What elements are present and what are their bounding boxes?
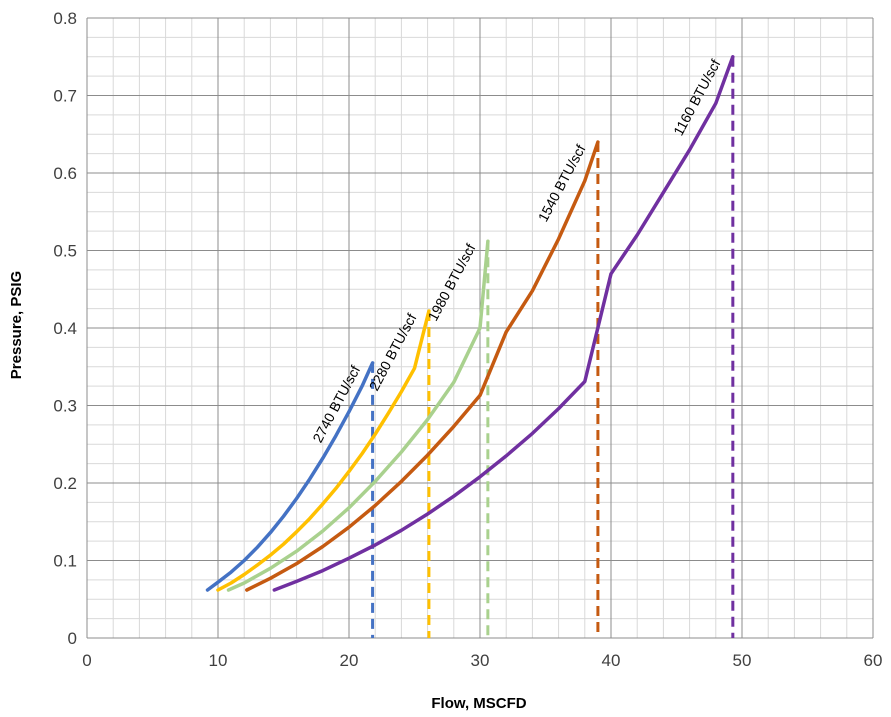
x-axis-title: Flow, MSCFD (431, 695, 526, 712)
y-axis-title: Pressure, PSIG (8, 271, 25, 379)
y-tick-label: 0 (68, 629, 77, 648)
max-flow-drop-lines (371, 56, 735, 638)
x-tick-label: 20 (340, 651, 359, 670)
x-tick-label: 60 (864, 651, 883, 670)
y-tick-label: 0.6 (53, 164, 77, 183)
series-label-2: 1980 BTU/scf (425, 241, 479, 323)
major-gridlines (86, 17, 874, 639)
series-label-1: 2280 BTU/scf (366, 311, 420, 393)
y-tick-label: 0.8 (53, 9, 77, 28)
x-tick-label: 40 (602, 651, 621, 670)
x-tick-label: 10 (209, 651, 228, 670)
y-tick-label: 0.1 (53, 552, 77, 571)
x-tick-label: 50 (733, 651, 752, 670)
y-tick-label: 0.4 (53, 319, 77, 338)
series-lines (205, 55, 735, 592)
series-line-4 (272, 55, 735, 592)
y-tick-label: 0.3 (53, 397, 77, 416)
x-tick-label: 0 (82, 651, 91, 670)
x-tick-label: 30 (471, 651, 490, 670)
y-tick-label: 0.7 (53, 87, 77, 106)
y-axis-ticks: 0 0.1 0.2 0.3 0.4 0.5 0.6 0.7 0.8 (53, 9, 77, 648)
series-line-2 (226, 239, 490, 592)
x-axis-ticks: 0 10 20 30 40 50 60 (82, 651, 882, 670)
y-tick-label: 0.2 (53, 474, 77, 493)
series-line-3 (245, 140, 600, 592)
y-tick-label: 0.5 (53, 242, 77, 261)
series-line-0 (205, 361, 375, 592)
series-line-1 (216, 309, 431, 592)
